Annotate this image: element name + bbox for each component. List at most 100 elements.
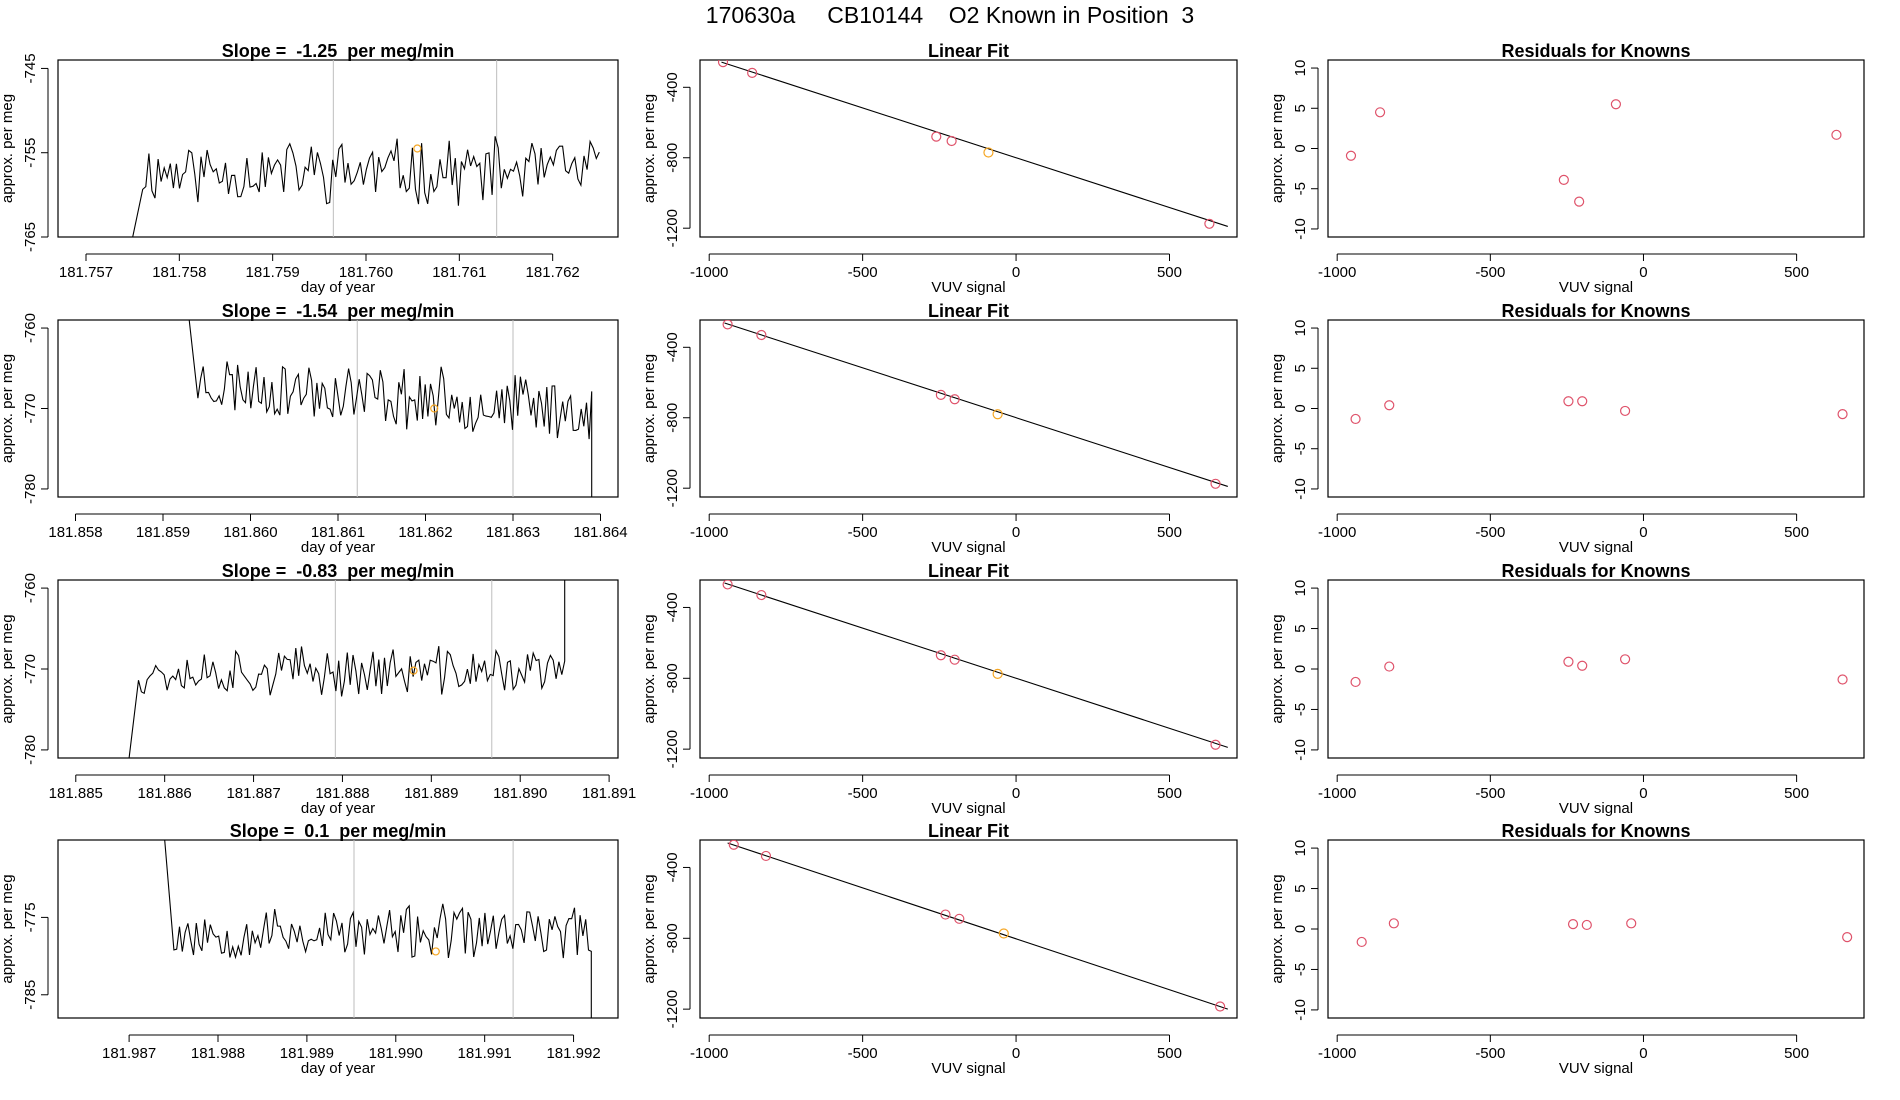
y-tick-label: -785 <box>22 980 39 1010</box>
y-tick-label: -770 <box>22 393 39 423</box>
x-axis-label: day of year <box>301 800 375 817</box>
x-tick-label: -1000 <box>690 264 728 281</box>
x-tick-label: 500 <box>1784 264 1809 281</box>
y-tick-label: 10 <box>1292 60 1309 77</box>
x-tick-label: 181.991 <box>458 1045 512 1062</box>
x-tick-label: 181.861 <box>311 524 365 541</box>
x-axis-label: VUV signal <box>1559 800 1633 817</box>
x-axis-label: VUV signal <box>1559 539 1633 556</box>
plot-frame <box>699 319 1238 498</box>
data-point <box>931 131 942 142</box>
x-tick-label: 181.990 <box>369 1045 423 1062</box>
page-title: 170630a CB10144 O2 Known in Position 3 <box>705 2 1195 28</box>
chart-title: Residuals for Knowns <box>1501 821 1690 841</box>
y-axis-label: approx. per meg <box>641 874 658 983</box>
plot-area <box>188 320 593 497</box>
y-tick-label: -1200 <box>664 469 681 507</box>
plot-area <box>1345 99 1842 207</box>
x-tick-label: 181.761 <box>432 264 486 281</box>
data-point <box>1215 1001 1226 1012</box>
x-tick-label: -1000 <box>1318 264 1356 281</box>
x-tick-label: 181.988 <box>191 1045 245 1062</box>
x-axis-label: day of year <box>301 279 375 296</box>
fit-line <box>721 61 1228 227</box>
y-tick-label: -800 <box>664 923 681 953</box>
x-tick-label: 181.886 <box>138 785 192 802</box>
data-point <box>949 654 960 665</box>
y-tick-label: -1200 <box>664 730 681 768</box>
x-tick-label: 0 <box>1012 785 1020 802</box>
data-point <box>949 394 960 405</box>
x-tick-label: -500 <box>1475 1045 1505 1062</box>
data-point <box>722 580 733 590</box>
plot-frame <box>57 839 619 1019</box>
data-point <box>1574 196 1585 207</box>
plot-frame <box>1327 579 1865 759</box>
y-axis-label: approx. per meg <box>641 354 658 463</box>
data-point <box>1350 413 1361 425</box>
data-point <box>760 850 772 862</box>
x-axis-label: day of year <box>301 1060 375 1077</box>
y-tick-label: -400 <box>664 72 681 102</box>
y-tick-label: 0 <box>1292 665 1309 673</box>
data-point <box>1345 150 1357 161</box>
highlight-point <box>409 666 418 675</box>
data-point <box>1563 656 1574 667</box>
x-tick-label: 181.888 <box>315 785 369 802</box>
data-point <box>756 589 767 601</box>
data-point <box>1558 174 1569 185</box>
y-tick-label: 5 <box>1292 104 1309 112</box>
x-tick-label: 181.864 <box>573 524 627 541</box>
data-point <box>1619 405 1631 417</box>
y-tick-label: -5 <box>1292 703 1309 716</box>
y-tick-label: 5 <box>1292 884 1309 892</box>
data-point <box>954 913 965 924</box>
chart-panel-2: Linear Fit VUV signal approx. per meg -1000… <box>641 41 1238 296</box>
x-tick-label: -1000 <box>1318 524 1356 541</box>
data-point <box>1563 396 1574 407</box>
data-point <box>1577 396 1588 407</box>
y-tick-label: -780 <box>22 474 39 504</box>
y-tick-label: -10 <box>1292 739 1309 761</box>
y-tick-label: -800 <box>664 663 681 693</box>
chart-title: Linear Fit <box>928 301 1009 321</box>
x-tick-label: 500 <box>1784 1045 1809 1062</box>
x-tick-label: 0 <box>1639 264 1647 281</box>
x-tick-label: 181.859 <box>136 524 190 541</box>
x-tick-label: -500 <box>1475 524 1505 541</box>
data-point <box>1384 400 1395 411</box>
x-tick-label: -1000 <box>690 785 728 802</box>
chart-title: Residuals for Knowns <box>1501 301 1690 321</box>
data-point <box>1374 107 1386 118</box>
data-point <box>728 840 739 850</box>
y-tick-label: 10 <box>1292 580 1309 597</box>
y-axis-label: approx. per meg <box>1269 94 1286 203</box>
x-tick-label: 0 <box>1639 785 1647 802</box>
data-point <box>1581 919 1592 931</box>
y-axis-label: approx. per meg <box>0 614 16 723</box>
plot-area <box>132 60 600 237</box>
x-tick-label: 181.758 <box>152 264 206 281</box>
data-point <box>1356 936 1367 948</box>
y-axis-label: approx. per meg <box>0 354 16 463</box>
y-tick-label: -775 <box>22 902 39 932</box>
x-tick-label: 181.863 <box>486 524 540 541</box>
x-tick-label: 500 <box>1157 264 1182 281</box>
x-tick-label: -500 <box>848 785 878 802</box>
plot-area <box>1350 654 1848 688</box>
series-line <box>164 840 592 1018</box>
plot-frame <box>1327 59 1865 238</box>
chart-panel-8: Linear Fit VUV signal approx. per meg -1000… <box>641 561 1238 817</box>
x-tick-label: 181.860 <box>223 524 277 541</box>
plot-area <box>727 840 1228 1012</box>
plot-area <box>1356 918 1853 948</box>
x-tick-label: -500 <box>848 1045 878 1062</box>
data-point <box>1210 478 1221 489</box>
data-point <box>1831 129 1842 140</box>
x-axis-label: VUV signal <box>931 539 1005 556</box>
y-tick-label: 10 <box>1292 840 1309 857</box>
plot-frame <box>1327 839 1865 1019</box>
x-tick-label: 181.987 <box>102 1045 156 1062</box>
x-tick-label: -500 <box>1475 264 1505 281</box>
chart-panel-6: Residuals for Knowns VUV signal approx. pe… <box>1269 301 1865 556</box>
